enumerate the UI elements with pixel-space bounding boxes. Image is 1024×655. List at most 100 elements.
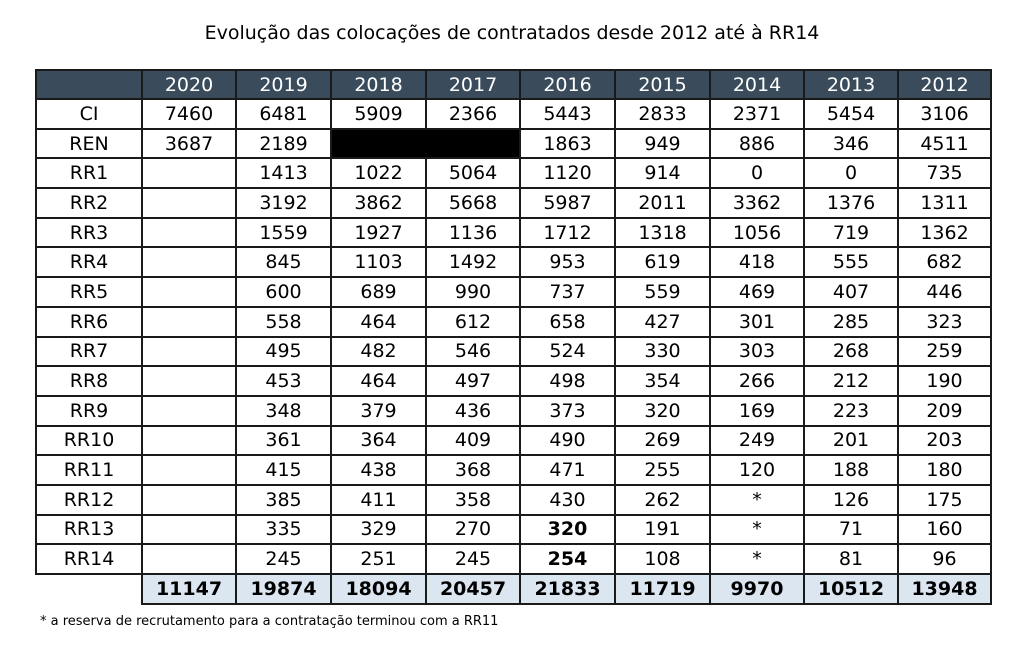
table-row: RR13 335 329 270 320 191 * 71 160 bbox=[35, 513, 992, 546]
column-header: 2020 bbox=[141, 69, 237, 100]
table-cell: 5454 bbox=[803, 98, 899, 130]
table-cell: 126 bbox=[803, 483, 899, 516]
table-cell: 436 bbox=[425, 394, 521, 427]
table-cell: 71 bbox=[803, 513, 899, 546]
table-cell: 160 bbox=[897, 513, 992, 546]
table-cell: 5064 bbox=[425, 157, 521, 190]
total-cell: 11719 bbox=[614, 573, 711, 605]
table-cell: 990 bbox=[425, 276, 521, 308]
total-cell: 11147 bbox=[141, 573, 237, 605]
row-label: RR4 bbox=[35, 246, 143, 279]
table-cell: 949 bbox=[614, 127, 711, 160]
table-cell: 1559 bbox=[235, 216, 332, 249]
row-label: RR13 bbox=[35, 513, 143, 546]
row-label: RR1 bbox=[35, 157, 143, 190]
table-cell: 600 bbox=[235, 276, 332, 308]
table-cell: 471 bbox=[519, 454, 616, 486]
table-cell: 612 bbox=[425, 305, 521, 338]
table-row: RR2 3192 3862 5668 5987 2011 3362 1376 1311 bbox=[35, 187, 992, 219]
table-row: RR1 1413 1022 5064 1120 914 0 0 735 bbox=[35, 157, 992, 190]
header-corner bbox=[35, 69, 143, 100]
table-cell: * bbox=[709, 513, 805, 546]
table-cell: 3862 bbox=[330, 187, 427, 219]
table-cell: 689 bbox=[330, 276, 427, 308]
total-cell: 18094 bbox=[330, 573, 427, 605]
table-cell: 190 bbox=[897, 365, 992, 397]
table-row: RR8 453 464 497 498 354 266 212 190 bbox=[35, 365, 992, 397]
table-cell: 188 bbox=[803, 454, 899, 486]
table-cell bbox=[141, 394, 237, 427]
table-cell: 0 bbox=[803, 157, 899, 190]
table-row: REN 3687 2189 1863 949 886 346 4511 bbox=[35, 127, 992, 160]
table-cell: 482 bbox=[330, 335, 427, 368]
table-cell: 497 bbox=[425, 365, 521, 397]
table-cell bbox=[141, 305, 237, 338]
table-row: RR5 600 689 990 737 559 469 407 446 bbox=[35, 276, 992, 308]
table-cell bbox=[141, 335, 237, 368]
total-cell: 13948 bbox=[897, 573, 992, 605]
table-cell: 379 bbox=[330, 394, 427, 427]
table-cell: 469 bbox=[709, 276, 805, 308]
table-cell: 415 bbox=[235, 454, 332, 486]
total-cell: 20457 bbox=[425, 573, 521, 605]
column-header: 2019 bbox=[235, 69, 332, 100]
table-cell: 323 bbox=[897, 305, 992, 338]
table-cell bbox=[141, 187, 237, 219]
table-cell: 464 bbox=[330, 305, 427, 338]
table-cell: 269 bbox=[614, 424, 711, 457]
total-cell: 9970 bbox=[709, 573, 805, 605]
table-cell: 262 bbox=[614, 483, 711, 516]
table-cell bbox=[141, 543, 237, 575]
table-cell: 1863 bbox=[519, 127, 616, 160]
table-cell: 268 bbox=[803, 335, 899, 368]
table-cell: 245 bbox=[235, 543, 332, 575]
table-cell: 5987 bbox=[519, 187, 616, 219]
table-cell: 737 bbox=[519, 276, 616, 308]
table-cell: 1492 bbox=[425, 246, 521, 279]
row-label: RR3 bbox=[35, 216, 143, 249]
table-cell: 96 bbox=[897, 543, 992, 575]
row-label: RR5 bbox=[35, 276, 143, 308]
table-cell: 361 bbox=[235, 424, 332, 457]
row-label: RR11 bbox=[35, 454, 143, 486]
table-cell: 1362 bbox=[897, 216, 992, 249]
table-cell: 3362 bbox=[709, 187, 805, 219]
table-cell: 1927 bbox=[330, 216, 427, 249]
table-cell: 251 bbox=[330, 543, 427, 575]
table-cell: 223 bbox=[803, 394, 899, 427]
row-label: RR9 bbox=[35, 394, 143, 427]
row-label: RR10 bbox=[35, 424, 143, 457]
row-label: RR14 bbox=[35, 543, 143, 575]
table-cell bbox=[141, 276, 237, 308]
table-cell: 409 bbox=[425, 424, 521, 457]
table-cell: 619 bbox=[614, 246, 711, 279]
table-cell: 385 bbox=[235, 483, 332, 516]
table-cell: 266 bbox=[709, 365, 805, 397]
table-cell: 335 bbox=[235, 513, 332, 546]
table-cell: 886 bbox=[709, 127, 805, 160]
table-cell: 255 bbox=[614, 454, 711, 486]
table-cell: 1311 bbox=[897, 187, 992, 219]
table-cell: 203 bbox=[897, 424, 992, 457]
table-cell bbox=[141, 157, 237, 190]
table-row: RR10 361 364 409 490 269 249 201 203 bbox=[35, 424, 992, 457]
table-row: CI 7460 6481 5909 2366 5443 2833 2371 5454 3106 bbox=[35, 98, 992, 130]
table-cell: 180 bbox=[897, 454, 992, 486]
table-cell: 1712 bbox=[519, 216, 616, 249]
table-cell: 3192 bbox=[235, 187, 332, 219]
table-row: RR14 245 251 245 254 108 * 81 96 bbox=[35, 543, 992, 575]
table-cell: 5668 bbox=[425, 187, 521, 219]
table-cell bbox=[141, 424, 237, 457]
table-cell: 658 bbox=[519, 305, 616, 338]
table-cell: 354 bbox=[614, 365, 711, 397]
table-cell: 329 bbox=[330, 513, 427, 546]
table-cell: 845 bbox=[235, 246, 332, 279]
table-cell: 498 bbox=[519, 365, 616, 397]
table-cell: 249 bbox=[709, 424, 805, 457]
row-label: RR12 bbox=[35, 483, 143, 516]
table-cell: 169 bbox=[709, 394, 805, 427]
table-cell: 259 bbox=[897, 335, 992, 368]
table-cell: 735 bbox=[897, 157, 992, 190]
table-cell: 558 bbox=[235, 305, 332, 338]
column-header: 2016 bbox=[519, 69, 616, 100]
